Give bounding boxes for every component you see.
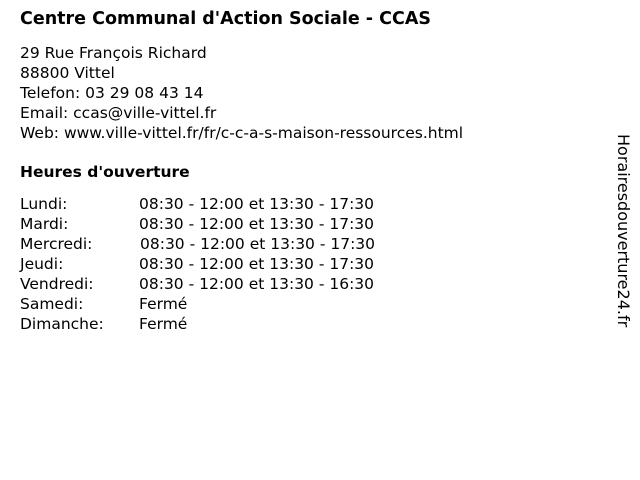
hours-row: Lundi: 08:30 - 12:00 et 13:30 - 17:30	[20, 194, 375, 214]
hours-row: Mardi: 08:30 - 12:00 et 13:30 - 17:30	[20, 214, 375, 234]
page-title: Centre Communal d'Action Sociale - CCAS	[20, 9, 431, 29]
hours-row: Vendredi: 08:30 - 12:00 et 13:30 - 16:30	[20, 274, 375, 294]
day-label: Jeudi:	[20, 255, 64, 273]
day-label: Dimanche:	[20, 315, 104, 333]
hours-row: Samedi: Fermé	[20, 294, 375, 314]
time-value: 08:30 - 12:00 et 13:30 - 17:30	[139, 195, 375, 213]
day-label: Vendredi:	[20, 275, 94, 293]
day-label: Samedi:	[20, 295, 84, 313]
email: Email: ccas@ville-vittel.fr	[20, 104, 217, 122]
time-value: Fermé	[139, 295, 188, 313]
website: Web: www.ville-vittel.fr/fr/c-c-a-s-mais…	[20, 124, 464, 142]
contact-block: 29 Rue François Richard 88800 Vittel Tel…	[20, 43, 463, 143]
day-label: Mercredi:	[20, 235, 93, 253]
hours-row: Jeudi: 08:30 - 12:00 et 13:30 - 17:30	[20, 254, 375, 274]
day-label: Lundi:	[20, 195, 68, 213]
hours-heading: Heures d'ouverture	[20, 163, 190, 181]
phone: Telefon: 03 29 08 43 14	[20, 84, 204, 102]
hours-row: Dimanche: Fermé	[20, 314, 375, 334]
time-value: 08:30 - 12:00 et 13:30 - 16:30	[139, 275, 375, 293]
street-address: 29 Rue François Richard	[20, 44, 207, 62]
watermark: Horairesdouverture24.fr	[614, 134, 633, 328]
day-label: Mardi:	[20, 215, 69, 233]
time-value: 08:30 - 12:00 et 13:30 - 17:30	[140, 235, 376, 253]
hours-row: Mercredi: 08:30 - 12:00 et 13:30 - 17:30	[20, 234, 375, 254]
time-value: 08:30 - 12:00 et 13:30 - 17:30	[139, 215, 375, 233]
time-value: Fermé	[139, 315, 188, 333]
hours-table: Lundi: 08:30 - 12:00 et 13:30 - 17:30 Mar…	[20, 194, 375, 334]
city: 88800 Vittel	[20, 64, 115, 82]
time-value: 08:30 - 12:00 et 13:30 - 17:30	[139, 255, 375, 273]
